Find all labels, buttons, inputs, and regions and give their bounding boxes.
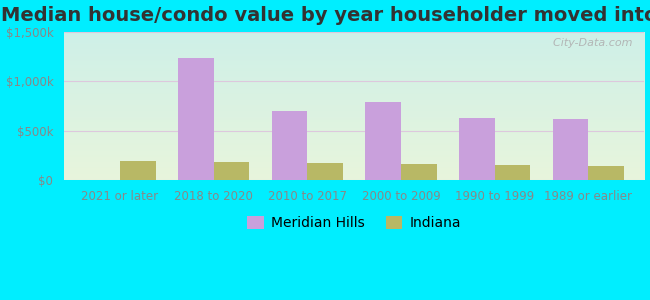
Bar <box>120 160 155 180</box>
Bar <box>401 164 437 180</box>
Legend: Meridian Hills, Indiana: Meridian Hills, Indiana <box>242 211 466 236</box>
Bar <box>307 163 343 180</box>
Bar <box>552 119 588 180</box>
Text: City-Data.com: City-Data.com <box>547 38 633 48</box>
Bar <box>272 111 307 180</box>
Bar <box>365 102 401 180</box>
Bar <box>178 58 214 180</box>
Bar <box>588 166 624 180</box>
Bar <box>495 165 530 180</box>
Bar <box>214 161 249 180</box>
Title: Median house/condo value by year householder moved into unit: Median house/condo value by year househo… <box>1 6 650 25</box>
Bar <box>459 118 495 180</box>
